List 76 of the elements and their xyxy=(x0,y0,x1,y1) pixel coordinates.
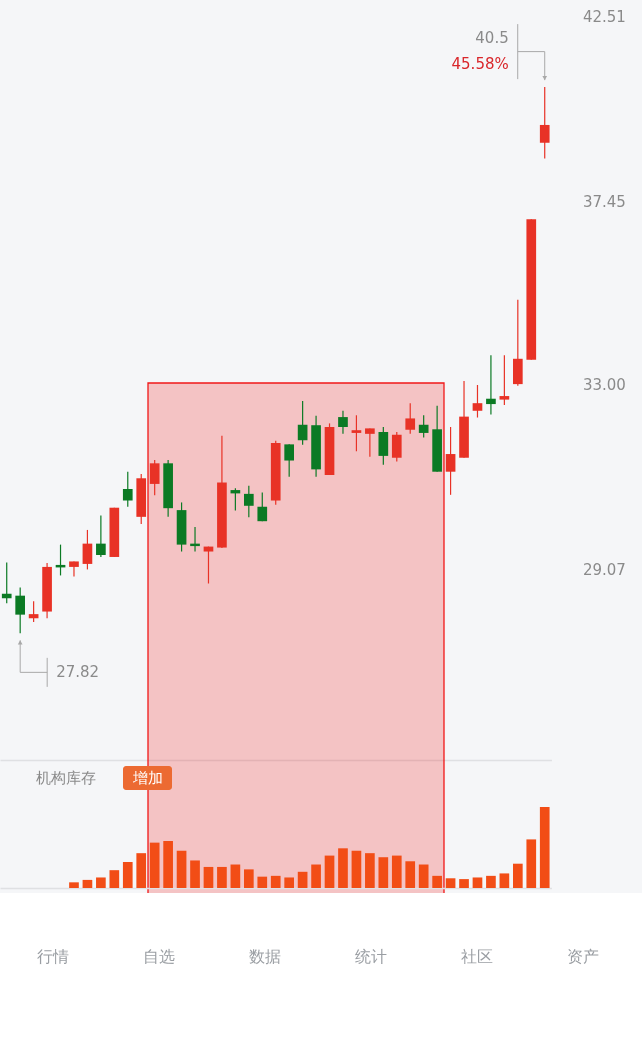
candlestick xyxy=(96,514,106,558)
bar xyxy=(472,877,483,888)
text: 增加 xyxy=(131,769,163,787)
bar xyxy=(190,860,200,888)
candlestick xyxy=(365,427,375,458)
bar xyxy=(338,848,348,888)
y-tick-label: 37.45 xyxy=(582,192,626,211)
y-tick-label: 42.51 xyxy=(582,8,626,27)
candlestick xyxy=(338,410,348,435)
bar xyxy=(176,850,187,888)
bar xyxy=(136,853,147,888)
candlestick xyxy=(203,545,214,585)
bar xyxy=(230,864,241,888)
candlestick xyxy=(1,561,12,604)
bar xyxy=(445,878,456,888)
text: 统计 xyxy=(355,947,387,966)
bar xyxy=(512,863,523,888)
text: 数据 xyxy=(249,947,281,966)
chart-title: 机构库存 xyxy=(36,769,96,787)
annotation: 27.82 xyxy=(56,662,100,681)
candlestick xyxy=(243,485,254,518)
bar xyxy=(432,875,442,888)
candlestick xyxy=(15,586,26,634)
candlestick xyxy=(284,443,295,478)
bar xyxy=(311,864,321,888)
bar xyxy=(82,879,93,888)
bar xyxy=(270,875,281,888)
bar xyxy=(405,861,416,888)
bar xyxy=(499,873,510,888)
candlestick xyxy=(28,600,39,623)
bar xyxy=(324,855,335,888)
candlestick xyxy=(391,431,402,463)
bar xyxy=(391,855,402,888)
bar xyxy=(351,850,362,888)
bar xyxy=(418,864,429,888)
candlestick xyxy=(499,354,510,406)
bar xyxy=(365,853,375,888)
bar xyxy=(96,877,106,888)
text: 社区 xyxy=(461,947,493,966)
y-tick-label: 33.00 xyxy=(582,376,626,395)
text: 行情 xyxy=(37,947,69,966)
candlestick xyxy=(257,491,268,522)
bar xyxy=(69,882,79,888)
bar xyxy=(122,862,133,888)
bar xyxy=(243,869,254,888)
y-tick-label: 29.07 xyxy=(582,560,626,579)
bar xyxy=(257,876,268,888)
candlestick xyxy=(472,384,483,419)
candlestick xyxy=(405,402,416,435)
candlestick xyxy=(69,560,79,578)
bar xyxy=(217,866,227,888)
bar xyxy=(109,870,120,888)
text: 资产 xyxy=(567,947,599,966)
candlestick xyxy=(486,354,496,415)
candlestick xyxy=(539,86,550,160)
bar xyxy=(149,842,160,888)
bar xyxy=(526,839,537,888)
bar xyxy=(284,877,295,888)
candlestick xyxy=(297,400,308,446)
bar xyxy=(378,857,389,888)
candlestick xyxy=(445,426,456,496)
annotation: 40.5 xyxy=(475,29,509,48)
bar xyxy=(203,866,214,888)
candlestick xyxy=(378,426,389,466)
text: 自选 xyxy=(143,947,175,966)
candlestick xyxy=(82,529,93,571)
candlestick xyxy=(149,459,160,496)
bar xyxy=(163,841,173,888)
annotation: 45.58% xyxy=(451,55,509,74)
bar xyxy=(539,807,550,888)
bar xyxy=(486,875,496,888)
candlestick xyxy=(122,471,133,508)
bar xyxy=(297,871,308,888)
candlestick xyxy=(418,414,429,439)
bar xyxy=(459,879,469,888)
candlestick xyxy=(351,414,362,452)
